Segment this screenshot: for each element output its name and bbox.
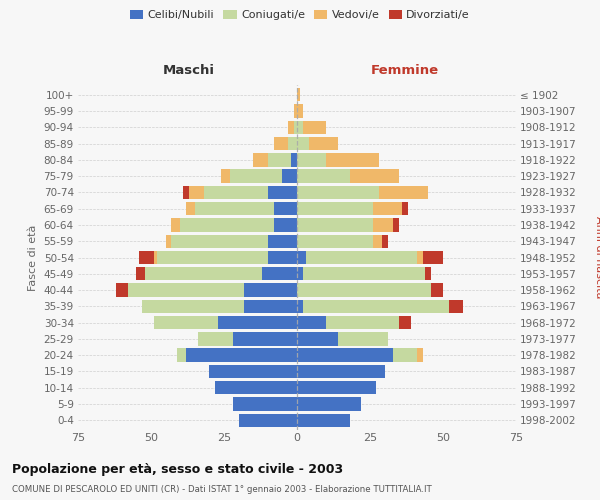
Bar: [297, 218, 373, 232]
Bar: [417, 348, 422, 362]
Bar: [166, 234, 172, 248]
Bar: [283, 170, 297, 183]
Bar: [221, 170, 230, 183]
Bar: [394, 218, 399, 232]
Bar: [402, 202, 408, 215]
Bar: [303, 300, 449, 313]
Bar: [350, 170, 399, 183]
Bar: [308, 137, 338, 150]
Bar: [288, 120, 294, 134]
Legend: Celibi/Nubili, Coniugati/e, Vedovi/e, Divorziati/e: Celibi/Nubili, Coniugati/e, Vedovi/e, Di…: [125, 6, 475, 25]
Bar: [297, 332, 338, 345]
Bar: [128, 284, 244, 296]
Bar: [394, 348, 417, 362]
Bar: [373, 218, 394, 232]
Bar: [274, 202, 297, 215]
Bar: [449, 300, 463, 313]
Bar: [145, 267, 262, 280]
Bar: [297, 120, 303, 134]
Bar: [154, 316, 218, 330]
Bar: [297, 137, 308, 150]
Bar: [177, 348, 186, 362]
Bar: [297, 153, 326, 166]
Bar: [297, 186, 379, 199]
Y-axis label: Anni di nascita: Anni di nascita: [593, 216, 600, 298]
Bar: [297, 170, 350, 183]
Bar: [186, 202, 195, 215]
Bar: [297, 316, 326, 330]
Bar: [183, 186, 189, 199]
Bar: [218, 316, 297, 330]
Text: COMUNE DI PESCAROLO ED UNITI (CR) - Dati ISTAT 1° gennaio 2003 - Elaborazione TU: COMUNE DI PESCAROLO ED UNITI (CR) - Dati…: [12, 485, 432, 494]
Bar: [244, 300, 297, 313]
Bar: [189, 186, 203, 199]
Bar: [338, 332, 388, 345]
Bar: [297, 348, 394, 362]
Bar: [172, 234, 268, 248]
Text: Maschi: Maschi: [163, 64, 215, 77]
Bar: [268, 234, 297, 248]
Bar: [136, 267, 145, 280]
Bar: [422, 251, 443, 264]
Bar: [326, 316, 399, 330]
Bar: [253, 153, 268, 166]
Bar: [230, 170, 283, 183]
Bar: [294, 120, 297, 134]
Bar: [297, 88, 300, 102]
Bar: [297, 267, 303, 280]
Bar: [291, 153, 297, 166]
Bar: [274, 218, 297, 232]
Bar: [203, 186, 268, 199]
Bar: [373, 202, 402, 215]
Bar: [303, 120, 326, 134]
Bar: [172, 218, 180, 232]
Bar: [297, 300, 303, 313]
Bar: [195, 202, 274, 215]
Bar: [399, 316, 411, 330]
Bar: [209, 364, 297, 378]
Bar: [297, 104, 303, 118]
Bar: [268, 186, 297, 199]
Bar: [180, 218, 274, 232]
Bar: [297, 364, 385, 378]
Text: Popolazione per età, sesso e stato civile - 2003: Popolazione per età, sesso e stato civil…: [12, 462, 343, 475]
Bar: [186, 348, 297, 362]
Bar: [274, 137, 288, 150]
Bar: [297, 202, 373, 215]
Bar: [431, 284, 443, 296]
Bar: [297, 284, 431, 296]
Bar: [297, 381, 376, 394]
Bar: [373, 234, 382, 248]
Bar: [306, 251, 417, 264]
Bar: [116, 284, 128, 296]
Bar: [297, 251, 306, 264]
Bar: [417, 251, 422, 264]
Bar: [268, 251, 297, 264]
Bar: [303, 267, 425, 280]
Bar: [268, 153, 291, 166]
Bar: [157, 251, 268, 264]
Bar: [297, 398, 361, 410]
Y-axis label: Fasce di età: Fasce di età: [28, 224, 38, 290]
Bar: [297, 414, 350, 427]
Bar: [425, 267, 431, 280]
Bar: [379, 186, 428, 199]
Bar: [198, 332, 233, 345]
Bar: [154, 251, 157, 264]
Bar: [297, 234, 373, 248]
Text: Femmine: Femmine: [371, 64, 439, 77]
Bar: [233, 332, 297, 345]
Bar: [262, 267, 297, 280]
Bar: [142, 300, 244, 313]
Bar: [239, 414, 297, 427]
Bar: [139, 251, 154, 264]
Bar: [288, 137, 297, 150]
Bar: [326, 153, 379, 166]
Bar: [233, 398, 297, 410]
Bar: [215, 381, 297, 394]
Bar: [382, 234, 388, 248]
Bar: [244, 284, 297, 296]
Bar: [294, 104, 297, 118]
